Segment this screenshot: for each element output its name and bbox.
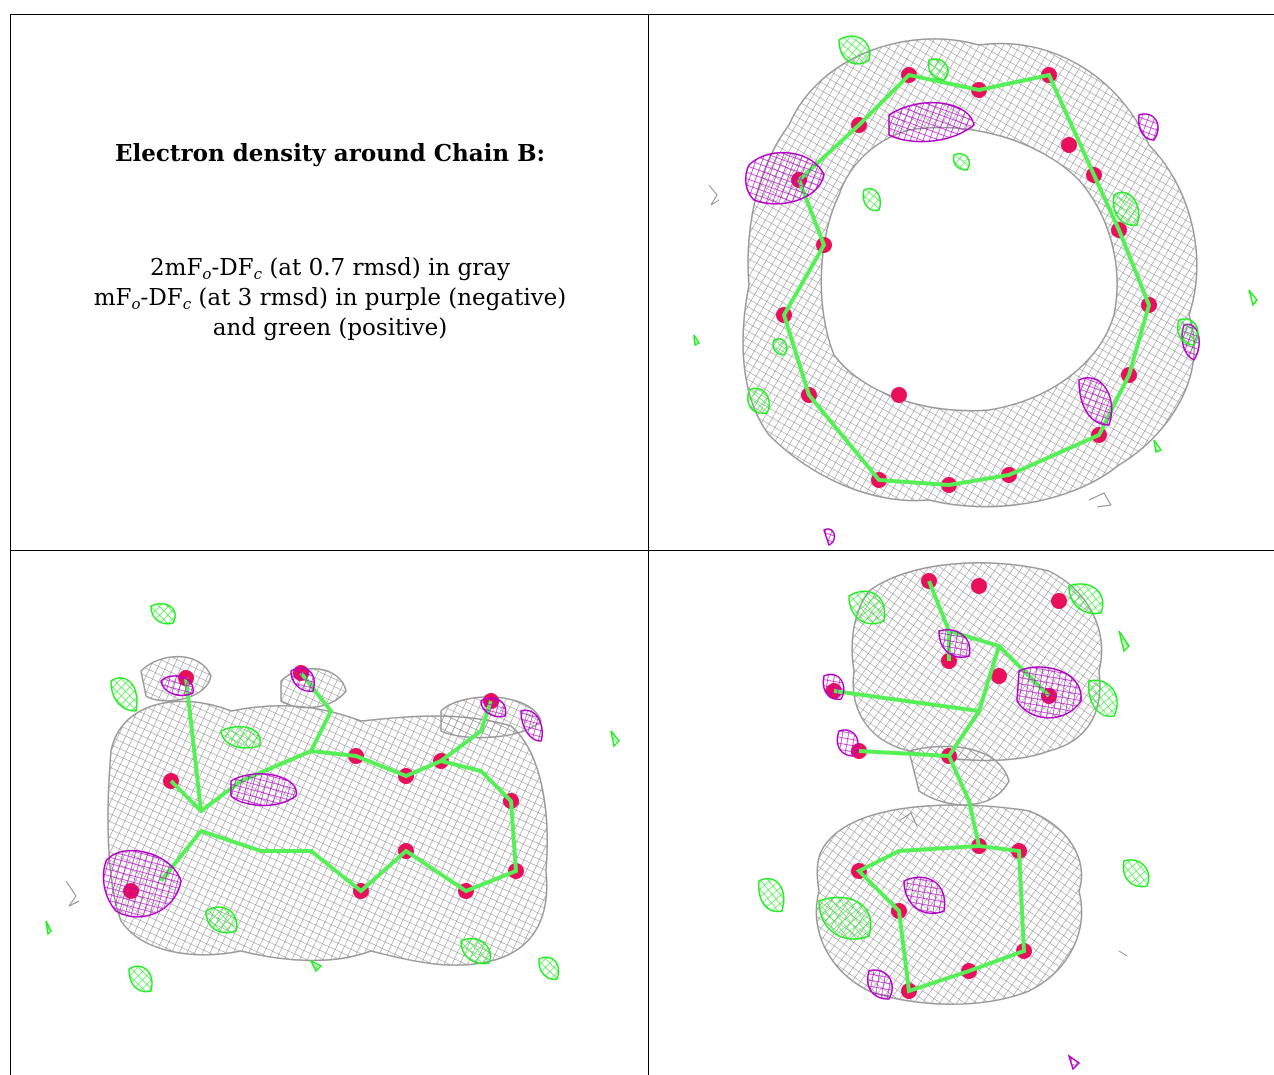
- legend-diff-line: mFo-DFc (at 3 rmsd) in purple (negative): [11, 283, 648, 313]
- legend-diff-prefix: mF: [93, 285, 132, 311]
- legend-gray-suffix: (at 0.7 rmsd) in gray: [262, 255, 510, 281]
- legend-diff-mid: -DF: [140, 285, 183, 311]
- legend-diff-suffix: (at 3 rmsd) in purple (negative): [191, 285, 567, 311]
- carbon-backbone-side: [159, 671, 519, 894]
- density-panel-end-view: [649, 551, 1274, 1075]
- density-render-ring: [693, 35, 1258, 547]
- positive-density-end: [758, 583, 1150, 940]
- legend-positive-line: and green (positive): [212, 315, 448, 341]
- negative-density: [744, 102, 1200, 547]
- legend-gray-line: 2mFo-DFc (at 0.7 rmsd) in gray: [11, 253, 648, 283]
- density-panel-top-view: [649, 15, 1274, 550]
- caption-title: Electron density around Chain B:: [114, 140, 546, 167]
- density-render-side: [45, 602, 621, 993]
- legend-diff-sub-c: c: [182, 295, 192, 313]
- density-render-end: [758, 562, 1150, 1071]
- negative-density-side: [102, 667, 543, 918]
- positive-density-side: [45, 602, 621, 993]
- gray-fragments: [708, 184, 1112, 508]
- figure-table: Electron density around Chain B: 2mFo-DF…: [10, 14, 1274, 1075]
- table-top-border: [10, 14, 1274, 15]
- density-panel-side-view: [11, 551, 648, 1075]
- table-middle-border: [10, 550, 1274, 551]
- carbon-backbone: [781, 72, 1152, 488]
- legend-gray-sub-o: o: [202, 265, 212, 283]
- legend-gray-mid: -DF: [211, 255, 254, 281]
- negative-density-end: [822, 629, 1082, 1071]
- gray-fragments-end: [898, 812, 1128, 957]
- positive-density: [693, 35, 1258, 454]
- legend-gray-prefix: 2mF: [150, 255, 203, 281]
- legend-diff-sub-o: o: [131, 295, 141, 313]
- table-center-divider: [648, 14, 649, 1075]
- gray-fragment-side: [65, 880, 80, 907]
- caption-legend: 2mFo-DFc (at 0.7 rmsd) in gray mFo-DFc (…: [11, 253, 648, 343]
- table-left-border: [10, 14, 11, 1075]
- legend-gray-sub-c: c: [253, 265, 263, 283]
- caption-cell: Electron density around Chain B: 2mFo-DF…: [11, 15, 648, 550]
